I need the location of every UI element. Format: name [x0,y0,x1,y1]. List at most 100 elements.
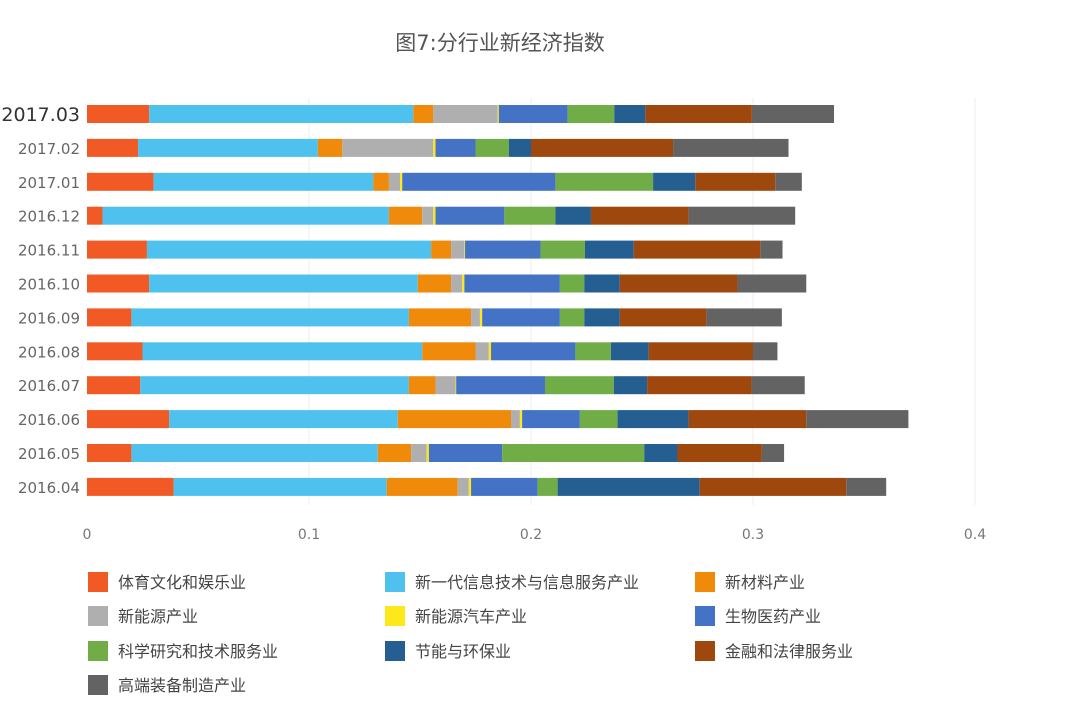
bar-segment [464,240,466,259]
bar-segment [146,240,432,259]
legend-swatch [385,606,405,626]
bar-segment [619,274,738,293]
bar-segment [87,477,174,496]
bar-segment [761,444,785,462]
y-category-label: 2017.02 [18,140,80,158]
legend-label: 生物医药产业 [725,607,821,626]
legend-item: 体育文化和娱乐业 [88,572,246,592]
legend-swatch [88,675,108,695]
bar-segment [388,172,401,191]
bar-segment [431,240,452,259]
legend-swatch [385,572,405,592]
bar-segment [87,240,147,259]
bar-segment [138,138,318,157]
bar-segment [806,410,909,429]
bar-segment [408,308,472,327]
bar-segment [775,172,802,191]
bar-segment [491,342,576,361]
bar-segment [433,206,436,225]
bar-segment [433,138,436,157]
bar-segment [737,274,807,293]
bar-segment [87,410,170,429]
bar-segment [173,477,387,496]
legend-swatch [88,641,108,661]
bar-segment [435,138,476,157]
bar-segment [544,376,614,395]
bar-segment [479,308,483,327]
legend-item: 金融和法律服务业 [695,641,853,661]
bar-segment [648,342,753,361]
legend-item: 生物医药产业 [695,606,821,626]
bar-segment [579,410,618,429]
bar-segment [422,342,476,361]
legend-label: 新能源汽车产业 [415,607,527,626]
bar-segment [373,172,389,191]
bar-segment [617,410,689,429]
legend-swatch [695,641,715,661]
bar-segment [408,376,436,395]
y-category-label: 2016.06 [18,411,80,429]
bar-segment [575,342,611,361]
legend-item: 高端装备制造产业 [88,675,246,695]
legend-item: 节能与环保业 [385,641,511,661]
bar-segment [751,376,805,395]
bar-segment [87,308,132,327]
bar-segment [153,172,374,191]
bar-segment [619,308,707,327]
bar-segment [428,444,503,462]
bar-segment [471,308,480,327]
bar-segment [435,206,505,225]
bar-segment [411,444,427,462]
bar-segment [482,308,560,327]
bar-segment [502,444,645,462]
bar-segment [457,477,469,496]
bar-segment [87,444,132,462]
y-category-label: 2016.12 [18,208,80,226]
bar-segment [87,206,103,225]
bar-segment [610,342,649,361]
x-tick-label: 0.1 [298,527,320,543]
bar-segment [87,274,150,293]
bar-segment [537,477,558,496]
bar-segment [413,105,434,123]
bar-segment [433,105,498,123]
legend-item: 新一代信息技术与信息服务产业 [385,572,639,592]
bar-segment [87,138,139,157]
bar-segment [131,444,378,462]
bar-segment [753,342,778,361]
bar-segment [706,308,782,327]
bar-segment [426,444,429,462]
legend-swatch [88,572,108,592]
y-category-label: 2016.10 [18,276,80,294]
x-tick-label: 0.3 [742,527,764,543]
bar-segment [169,410,398,429]
bar-segment [522,410,580,429]
bar-segment [468,477,472,496]
bar-segment [87,376,141,395]
legend-label: 新能源产业 [118,607,198,626]
bar-segment [645,105,752,123]
y-category-label: 2016.07 [18,377,80,395]
legend-label: 新材料产业 [725,573,805,592]
bar-segment [455,376,457,395]
bar-segment [584,240,634,259]
x-tick-label: 0.4 [964,527,986,543]
bar-segment [498,105,568,123]
bar-segment [386,477,458,496]
y-category-label: 2016.11 [18,242,80,260]
legend-swatch [88,606,108,626]
bar-segment [673,138,789,157]
bar-segment [471,477,538,496]
y-category-label: 2016.05 [18,445,80,463]
bar-segment [397,410,512,429]
bar-segment [497,105,499,123]
bar-segment [456,376,545,395]
legend-item: 新能源产业 [88,606,198,626]
bar-segment [140,376,409,395]
bar-segment [149,274,418,293]
y-category-label: 2016.08 [18,343,80,361]
bar-segment [613,376,648,395]
bar-segment [557,477,700,496]
bar-segment [475,138,509,157]
